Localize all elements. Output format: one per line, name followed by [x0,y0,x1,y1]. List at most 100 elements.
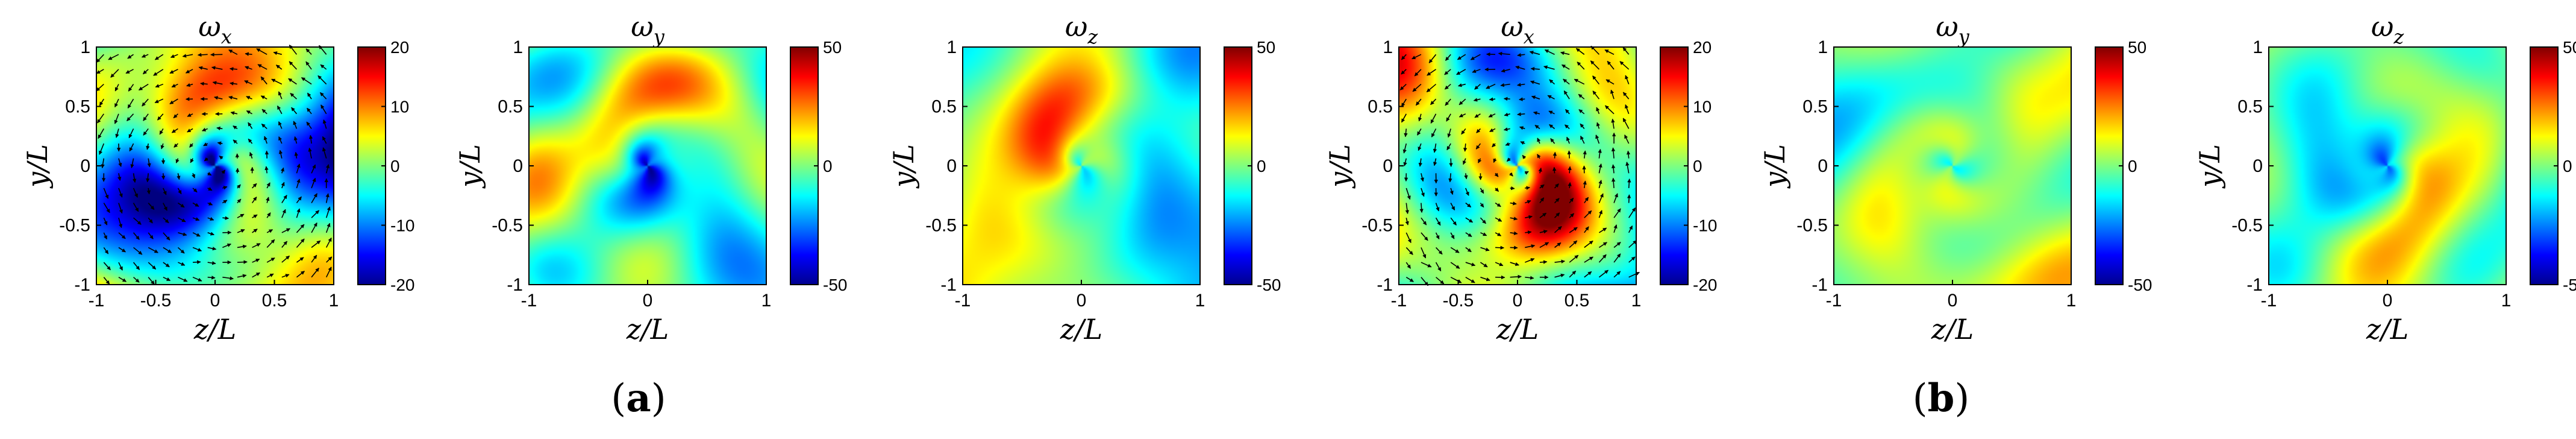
velocity-arrow [1525,230,1532,235]
velocity-arrow [1525,200,1531,204]
velocity-arrow [1563,90,1570,99]
x-tick-label: -1 [955,291,971,311]
velocity-arrow [118,217,123,229]
velocity-arrow [133,247,143,255]
velocity-arrow [1628,225,1633,233]
velocity-arrow [1428,54,1437,63]
velocity-arrow [1525,215,1533,220]
velocity-arrow [311,177,316,189]
velocity-arrow [281,195,287,203]
velocity-arrow [1552,166,1557,174]
velocity-arrow [1480,203,1484,208]
velocity-arrow [311,164,316,174]
velocity-arrow [296,224,305,233]
velocity-arrow [1405,203,1410,214]
velocity-arrow [1520,141,1525,145]
velocity-arrow [278,150,283,159]
velocity-arrow [311,240,321,248]
y-tick-label: 0 [1383,156,1393,176]
velocity-arrow [266,239,275,248]
heatmap-field [96,47,334,285]
y-tick-label: -0.5 [492,216,523,236]
velocity-arrow [101,158,105,169]
velocity-arrow [1405,232,1411,244]
velocity-arrow [1448,173,1452,183]
y-tick-label: 0.5 [1802,97,1828,117]
velocity-arrow [1543,65,1555,70]
velocity-arrow [148,232,154,239]
velocity-arrow [190,158,194,163]
colorbar-tick-label: 10 [1693,98,1712,116]
velocity-arrow [142,98,149,107]
y-tick-label: -1 [940,275,957,295]
velocity-arrow [237,274,247,278]
velocity-arrow [153,69,164,76]
velocity-arrow [1430,113,1437,124]
velocity-arrow [192,217,200,221]
y-tick-label: 0 [946,156,957,176]
velocity-arrow [1488,113,1496,118]
velocity-arrow [1495,188,1499,192]
velocity-arrow [291,107,298,115]
title-base: ω [1501,10,1524,43]
title-base: ω [1936,10,1959,43]
velocity-arrow [1625,75,1630,84]
velocity-arrow [1598,254,1607,263]
velocity-arrow [1544,49,1555,55]
velocity-arrow [108,54,119,60]
velocity-arrow [163,262,170,268]
velocity-arrow [1421,217,1427,226]
velocity-arrow [1529,51,1540,55]
colorbar-tick-label: 50 [2128,38,2146,57]
velocity-arrow [1405,277,1414,282]
velocity-arrow [325,237,332,248]
velocity-arrow [1494,172,1499,177]
velocity-arrow [1495,232,1502,236]
velocity-arrow [1463,143,1468,152]
colorbar-tick-label: -50 [2128,276,2152,294]
velocity-arrow [1583,180,1587,189]
velocity-arrow [207,171,212,176]
y-tick-label: -0.5 [1796,216,1828,236]
velocity-arrow [1465,217,1474,223]
velocity-arrow [114,113,119,124]
velocity-arrow [198,66,208,70]
velocity-arrow [1619,61,1630,70]
velocity-arrow [186,83,193,87]
velocity-arrow [169,69,178,74]
velocity-arrow [263,136,267,144]
y-tick-label: 1 [513,37,523,57]
velocity-arrow [187,113,193,117]
velocity-arrow [1465,247,1472,253]
velocity-arrow [138,83,149,91]
velocity-arrow [1548,110,1555,115]
x-tick-label: 1 [329,291,339,311]
velocity-arrow [1401,98,1407,107]
velocity-arrow [245,66,252,70]
x-tick-label: -1 [89,291,105,311]
velocity-arrow [278,91,283,99]
velocity-arrow [185,69,193,74]
colorbar-tick-label: 0 [2563,157,2572,175]
velocity-arrow [1418,113,1422,122]
x-axis-label: z/L [626,313,669,346]
velocity-arrow [237,213,245,218]
velocity-arrow [207,232,214,236]
title-subscript: z [2393,25,2404,48]
velocity-arrow [252,258,260,263]
velocity-arrow [177,173,181,180]
velocity-arrow [129,143,134,152]
velocity-arrow [1430,98,1437,106]
velocity-arrow [261,123,267,130]
velocity-arrow [1421,247,1427,259]
velocity-arrow [1580,135,1585,144]
velocity-arrow [1531,95,1540,99]
velocity-arrow [281,182,285,189]
velocity-arrow [1584,210,1592,218]
velocity-arrow [1405,262,1411,269]
velocity-arrow [260,76,267,85]
velocity-arrow [207,216,214,221]
velocity-arrow [1473,98,1481,102]
velocity-arrow [178,262,186,266]
velocity-arrow [204,157,208,162]
